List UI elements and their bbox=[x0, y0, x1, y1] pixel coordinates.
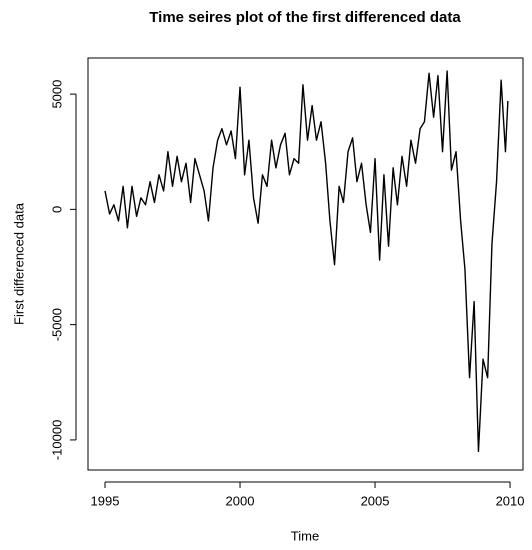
y-axis-label: First differenced data bbox=[11, 202, 26, 325]
x-tick-label: 2010 bbox=[496, 493, 525, 508]
plot-frame bbox=[87, 57, 524, 471]
x-tick-label: 2000 bbox=[226, 493, 255, 508]
x-tick-label: 1995 bbox=[91, 493, 120, 508]
y-tick-label: 0 bbox=[49, 206, 64, 213]
y-tick-label: 5000 bbox=[49, 80, 64, 109]
series-line bbox=[104, 70, 509, 453]
y-tick-label: -5000 bbox=[49, 308, 64, 341]
x-axis-label: Time bbox=[291, 528, 319, 543]
chart-title: Time seires plot of the first difference… bbox=[149, 9, 461, 26]
x-tick-label: 2005 bbox=[361, 493, 390, 508]
y-tick-label: -10000 bbox=[49, 420, 64, 460]
